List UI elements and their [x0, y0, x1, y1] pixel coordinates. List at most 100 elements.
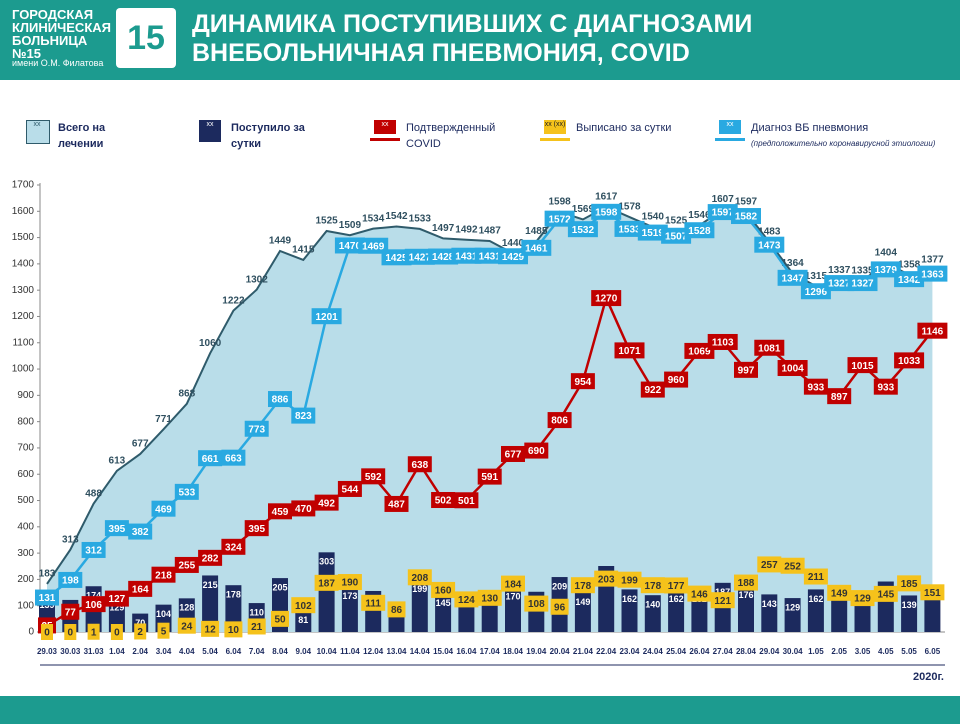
x-tick-label: 22.04 — [596, 647, 617, 656]
value-label: 198 — [62, 576, 79, 587]
value-label: 12 — [205, 624, 217, 635]
legend-sample: xx — [381, 121, 389, 128]
marker — [271, 610, 289, 627]
label-box — [547, 412, 572, 429]
area-label: 1597 — [735, 197, 758, 208]
legend-item: xx Подтвержденный COVID — [370, 120, 506, 152]
marker — [873, 585, 898, 602]
value-label: 1532 — [572, 225, 595, 236]
area-label: 1569 — [572, 204, 595, 215]
bar-label: 145 — [436, 598, 451, 608]
label-box — [521, 239, 552, 256]
label-box — [221, 538, 246, 555]
x-tick-label: 21.04 — [573, 647, 594, 656]
value-label: 160 — [435, 586, 452, 597]
legend-note: (предположительно коронавирусной этиолог… — [751, 139, 936, 148]
bar — [505, 587, 521, 632]
marker — [570, 577, 595, 594]
x-tick-label: 20.04 — [550, 647, 571, 656]
marker — [501, 575, 525, 592]
value-label: 933 — [808, 382, 825, 393]
y-tick-label: 1200 — [12, 311, 35, 322]
bar-label: 149 — [575, 597, 590, 607]
value-label: 1572 — [548, 214, 571, 225]
value-label: 459 — [272, 507, 289, 518]
marker — [387, 601, 406, 618]
label-box — [404, 248, 435, 265]
y-tick-label: 300 — [17, 548, 34, 559]
bar-label: 170 — [505, 592, 520, 602]
value-label: 1103 — [712, 338, 734, 349]
legend-box — [374, 120, 396, 134]
bar-label: 178 — [226, 590, 241, 600]
chart-title: ДИНАМИКА ПОСТУПИВШИХ С ДИАГНОЗАМИ ВНЕБОЛ… — [192, 10, 753, 67]
label-box — [684, 222, 715, 239]
label-box — [428, 248, 459, 265]
value-label: 533 — [178, 487, 195, 498]
value-label: 1015 — [851, 361, 874, 372]
value-label: 487 — [388, 500, 405, 511]
header: ГОРОДСКАЯ КЛИНИЧЕСКАЯ БОЛЬНИЦА №15 имени… — [0, 0, 960, 80]
marker — [177, 617, 196, 634]
area-label: 1540 — [642, 212, 665, 223]
value-label: 954 — [575, 377, 592, 388]
value-label: 1270 — [595, 294, 618, 305]
x-tick-label: 10.04 — [317, 647, 338, 656]
value-label: 470 — [295, 504, 312, 515]
bar-label: 128 — [179, 603, 194, 613]
value-label: 96 — [554, 602, 566, 613]
value-label: 382 — [132, 527, 149, 538]
label-box — [104, 520, 129, 537]
area-label: 1617 — [595, 191, 618, 202]
value-label: 1363 — [921, 269, 944, 280]
value-label: 661 — [202, 454, 219, 465]
label-box — [894, 271, 925, 288]
x-tick-label: 17.04 — [480, 647, 501, 656]
x-tick-label: 5.05 — [901, 647, 917, 656]
bar-label: 174 — [86, 591, 101, 601]
value-label: 131 — [39, 593, 56, 604]
bar-label: 199 — [412, 584, 427, 594]
label-box — [174, 556, 199, 573]
legend-label: Выписано за сутки — [576, 120, 686, 142]
label-box — [870, 261, 901, 278]
value-label: 960 — [668, 375, 685, 386]
value-label: 127 — [109, 594, 126, 605]
legend-swatch: xx (xx) — [540, 120, 570, 142]
bar-label: 205 — [272, 582, 287, 592]
x-tick-label: 5.04 — [202, 647, 218, 656]
area-label: 1607 — [712, 194, 735, 205]
area-label: 488 — [85, 488, 102, 499]
area-label: 1335 — [851, 266, 874, 277]
label-box — [754, 236, 785, 253]
value-label: 208 — [411, 573, 428, 584]
x-tick-label: 4.04 — [179, 647, 195, 656]
marker — [64, 624, 77, 640]
label-box — [803, 378, 828, 395]
value-label: 395 — [248, 524, 265, 535]
value-label: 1327 — [828, 279, 851, 290]
x-tick-label: 26.04 — [689, 647, 710, 656]
marker — [920, 584, 945, 601]
label-box — [524, 442, 549, 459]
x-tick-label: 1.05 — [808, 647, 824, 656]
value-label: 145 — [877, 590, 894, 601]
area-label: 1364 — [781, 258, 804, 269]
label-box — [664, 371, 689, 388]
value-label: 773 — [248, 424, 265, 435]
label-box — [731, 208, 761, 225]
value-label: 312 — [85, 546, 102, 557]
label-box — [291, 407, 316, 424]
value-label: 102 — [295, 601, 312, 612]
area-label: 1546 — [688, 210, 711, 221]
area-label: 1415 — [292, 245, 315, 256]
y-tick-label: 200 — [17, 574, 34, 585]
bar — [318, 552, 335, 632]
area-label: 1525 — [315, 216, 338, 227]
y-tick-label: 400 — [17, 521, 34, 532]
marker — [524, 595, 549, 612]
value-label: 395 — [109, 524, 126, 535]
bar — [411, 579, 428, 632]
label-box — [847, 357, 878, 374]
value-label: 187 — [318, 578, 335, 589]
